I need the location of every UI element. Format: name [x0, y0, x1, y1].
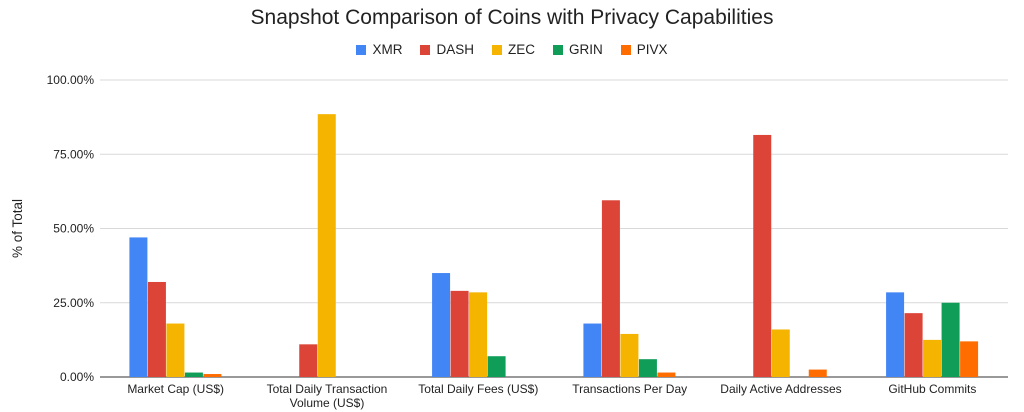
legend-label: XMR — [372, 42, 403, 57]
bar-pivx — [657, 372, 676, 377]
bar-xmr — [432, 273, 451, 377]
bar-pivx — [960, 341, 979, 377]
legend-swatch — [492, 44, 502, 55]
bar-dash — [753, 134, 772, 377]
legend-item-grin: GRIN — [553, 42, 603, 57]
bar-zec — [620, 333, 639, 377]
legend-label: GRIN — [569, 42, 603, 57]
x-category-label: Total Daily Fees (US$) — [418, 382, 538, 396]
bar-xmr — [886, 292, 905, 377]
bar-dash — [904, 313, 923, 377]
bar-zec — [923, 339, 942, 377]
y-tick-label: 0.00% — [60, 370, 94, 384]
x-category-label: Transactions Per Day — [572, 382, 687, 396]
bar-zec — [166, 323, 185, 377]
bar-grin — [487, 356, 506, 377]
y-tick-label: 100.00% — [47, 73, 95, 87]
x-category-label: Total Daily Transaction — [267, 382, 388, 396]
legend: XMR DASH ZEC GRIN PIVX — [0, 42, 1024, 57]
legend-item-pivx: PIVX — [620, 42, 668, 57]
legend-item-dash: DASH — [420, 42, 474, 57]
bar-pivx — [808, 369, 827, 377]
bar-grin — [184, 372, 203, 377]
legend-swatch — [553, 44, 563, 55]
legend-item-zec: ZEC — [492, 42, 535, 57]
y-tick-label: 50.00% — [53, 222, 94, 236]
x-category-label: Market Cap (US$) — [127, 382, 224, 396]
legend-label: ZEC — [508, 42, 535, 57]
bar-dash — [601, 200, 620, 377]
bar-zec — [771, 329, 790, 377]
legend-item-xmr: XMR — [356, 42, 402, 57]
y-axis-title: % of Total — [10, 199, 25, 258]
legend-label: PIVX — [636, 42, 668, 57]
x-category-label: Volume (US$) — [290, 396, 365, 410]
bar-dash — [147, 281, 166, 377]
legend-label: DASH — [436, 42, 474, 57]
bar-grin — [638, 359, 657, 377]
bar-grin — [941, 302, 960, 377]
bar-dash — [299, 344, 318, 377]
bar-xmr — [129, 237, 148, 377]
y-tick-label: 75.00% — [53, 147, 94, 161]
bar-zec — [317, 114, 336, 377]
x-category-label: GitHub Commits — [888, 382, 976, 396]
bar-xmr — [583, 323, 602, 377]
legend-swatch — [620, 44, 631, 55]
x-category-label: Daily Active Addresses — [720, 382, 841, 396]
bar-pivx — [203, 374, 222, 377]
chart-title: Snapshot Comparison of Coins with Privac… — [250, 6, 774, 29]
legend-swatch — [356, 44, 367, 55]
bar-zec — [469, 292, 488, 377]
legend-swatch — [420, 44, 431, 55]
bar-dash — [450, 290, 469, 377]
y-tick-label: 25.00% — [53, 296, 94, 310]
